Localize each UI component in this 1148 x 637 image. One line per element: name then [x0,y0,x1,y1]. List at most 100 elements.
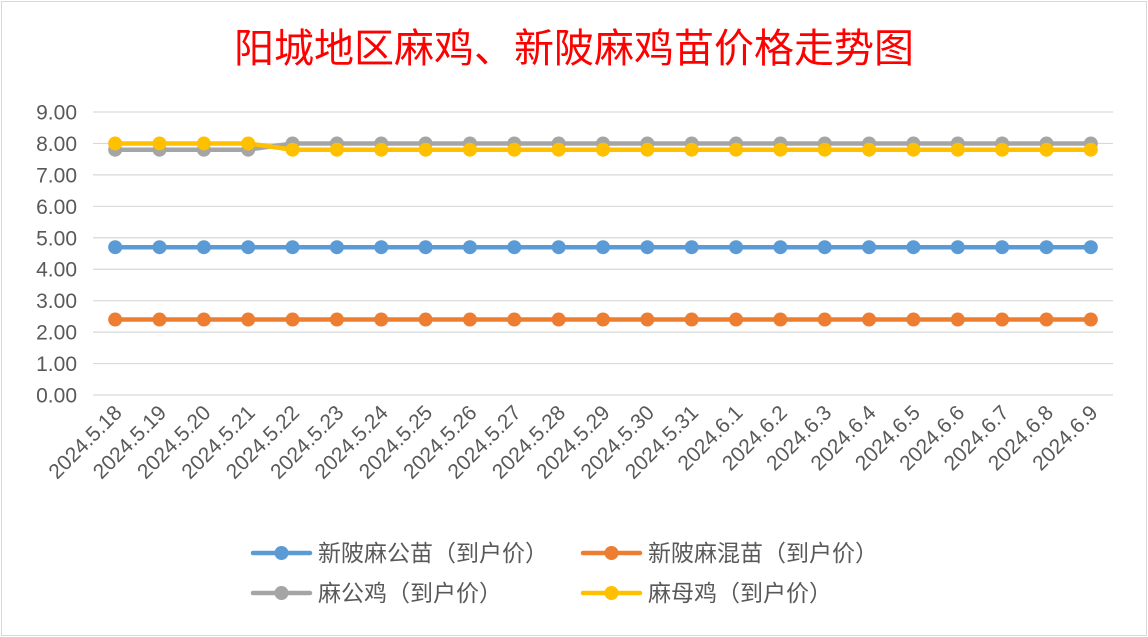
y-tick-label: 9.00 [36,102,77,125]
legend-label: 麻母鸡（到户价） [648,580,832,606]
data-point [1083,142,1098,157]
y-tick-label: 5.00 [36,227,77,250]
legend: 新陂麻公苗（到户价） 新陂麻混苗（到户价） 麻公鸡（到户价） 麻母鸡（到户价） [250,540,878,606]
data-point [374,312,389,327]
legend-item: 新陂麻混苗（到户价） [580,540,878,566]
legend-marker [274,586,289,600]
data-point [995,312,1010,327]
y-tick-label: 2.00 [36,322,77,345]
data-point [862,142,877,157]
y-tick-label: 1.00 [36,353,77,376]
data-point [418,142,433,157]
data-point [684,142,699,157]
data-point [950,312,965,327]
legend-label: 新陂麻公苗（到户价） [318,540,548,566]
y-tick-label: 0.00 [36,385,77,408]
series-1 [108,240,1098,255]
data-point [1039,142,1054,157]
data-point [507,240,522,255]
data-point [241,136,256,151]
data-point [773,240,788,255]
y-tick-label: 3.00 [36,290,77,313]
data-point [329,312,344,327]
data-point [596,142,610,157]
series-4 [108,136,1098,157]
data-point [773,312,788,327]
data-point [906,312,921,327]
data-point [462,142,477,157]
legend-marker [604,586,619,600]
chart-title: 阳城地区麻鸡、新陂麻鸡苗价格走势图 [234,26,914,72]
data-point [196,240,211,255]
data-point [862,312,877,327]
data-point [862,240,877,255]
data-point [108,240,123,255]
series-group [108,136,1098,327]
legend-marker [604,546,619,560]
data-point [418,312,433,327]
y-axis-labels: 0.00 1.00 2.00 3.00 4.00 5.00 6.00 7.00 8.00 9.00 [36,102,77,408]
data-point [640,312,655,327]
data-point [418,240,433,255]
data-point [551,240,566,255]
data-point [684,240,699,255]
data-point [906,142,921,157]
data-point [152,136,167,151]
data-point [241,312,256,327]
data-point [729,142,744,157]
legend-label: 麻公鸡（到户价） [318,580,502,606]
data-point [196,136,211,151]
legend-item: 麻公鸡（到户价） [250,580,502,606]
legend-label: 新陂麻混苗（到户价） [648,540,878,566]
data-point [950,240,965,255]
data-point [1083,312,1098,327]
data-point [462,312,477,327]
data-point [374,240,389,255]
data-point [596,312,610,327]
data-point [108,136,123,151]
data-point [241,240,256,255]
legend-marker [274,546,289,560]
data-point [507,142,522,157]
data-point [462,240,477,255]
data-point [507,312,522,327]
data-point [196,312,211,327]
data-point [152,240,167,255]
data-point [285,142,300,157]
data-point [773,142,788,157]
data-point [1083,240,1098,255]
data-point [950,142,965,157]
data-point [995,240,1010,255]
data-point [551,142,566,157]
data-point [551,312,566,327]
data-point [817,142,832,157]
data-point [817,240,832,255]
data-point [640,142,655,157]
y-tick-label: 6.00 [36,196,77,219]
data-point [640,240,655,255]
y-tick-label: 7.00 [36,164,77,187]
data-point [329,142,344,157]
data-point [995,142,1010,157]
data-point [729,312,744,327]
legend-item: 新陂麻公苗（到户价） [250,540,548,566]
data-point [329,240,344,255]
data-point [285,240,300,255]
data-point [817,312,832,327]
series-2 [108,312,1098,327]
data-point [684,312,699,327]
data-point [1039,240,1054,255]
data-point [1039,312,1054,327]
data-point [374,142,389,157]
data-point [729,240,744,255]
y-tick-label: 8.00 [36,133,77,156]
data-point [108,312,123,327]
data-point [596,240,610,255]
y-tick-label: 4.00 [36,259,77,282]
data-point [906,240,921,255]
legend-item: 麻母鸡（到户价） [580,580,832,606]
data-point [285,312,300,327]
data-point [152,312,167,327]
